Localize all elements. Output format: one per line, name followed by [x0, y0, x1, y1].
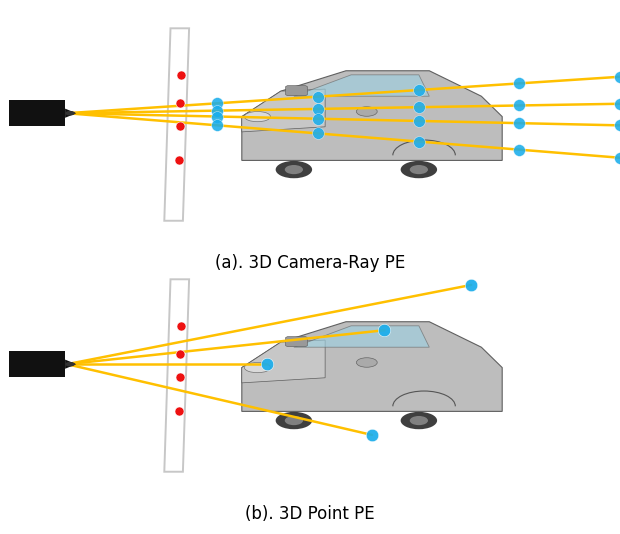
Ellipse shape	[401, 161, 437, 178]
Polygon shape	[164, 28, 189, 221]
Circle shape	[65, 111, 75, 115]
FancyBboxPatch shape	[9, 351, 65, 377]
Ellipse shape	[276, 161, 312, 178]
Ellipse shape	[276, 412, 312, 429]
Polygon shape	[242, 70, 502, 160]
Polygon shape	[65, 108, 76, 118]
Polygon shape	[65, 359, 76, 369]
Circle shape	[356, 107, 377, 116]
Ellipse shape	[410, 165, 428, 174]
Polygon shape	[294, 75, 429, 96]
Polygon shape	[242, 321, 502, 411]
Ellipse shape	[244, 112, 270, 122]
Polygon shape	[242, 340, 325, 383]
FancyBboxPatch shape	[9, 100, 65, 126]
Text: (b). 3D Point PE: (b). 3D Point PE	[245, 505, 375, 523]
FancyBboxPatch shape	[286, 85, 308, 96]
Ellipse shape	[285, 416, 303, 425]
Ellipse shape	[410, 416, 428, 425]
FancyBboxPatch shape	[286, 336, 308, 347]
Text: (a). 3D Camera-Ray PE: (a). 3D Camera-Ray PE	[215, 254, 405, 272]
Polygon shape	[164, 279, 189, 472]
Polygon shape	[294, 326, 429, 347]
Polygon shape	[242, 89, 325, 132]
Ellipse shape	[285, 165, 303, 174]
Circle shape	[356, 358, 377, 367]
Ellipse shape	[401, 412, 437, 429]
Ellipse shape	[244, 363, 270, 373]
Circle shape	[65, 362, 75, 366]
